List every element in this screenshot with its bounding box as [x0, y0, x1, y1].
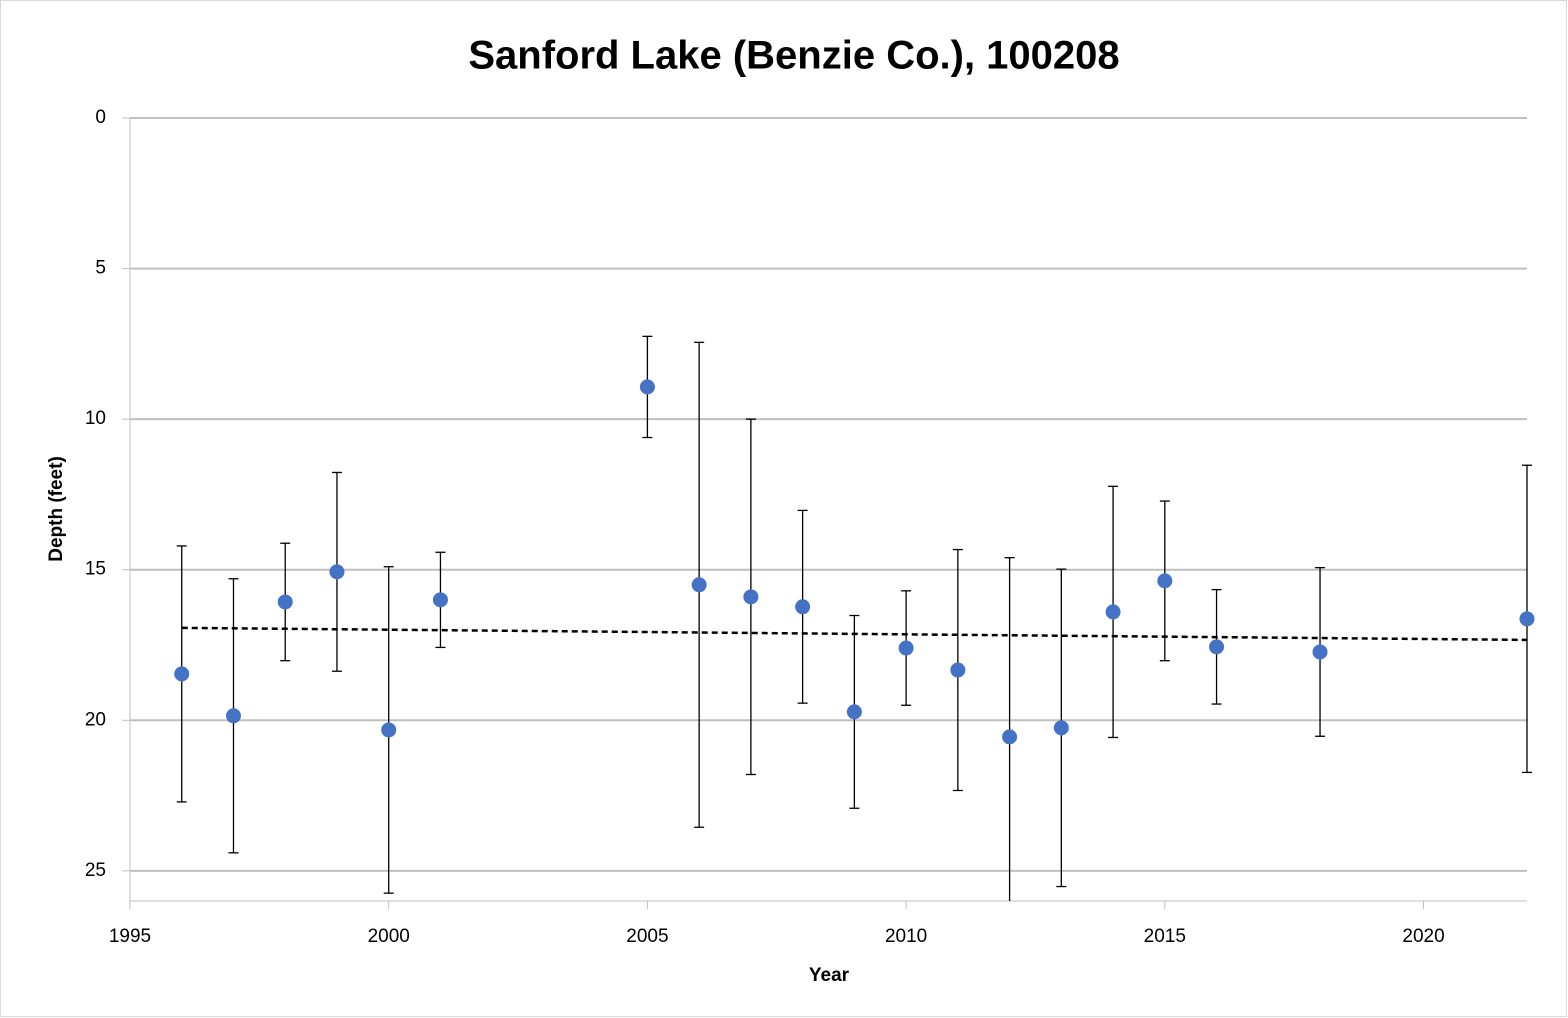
data-point [950, 662, 966, 678]
data-point [898, 640, 914, 656]
y-tick-label: 15 [85, 559, 106, 580]
data-point [795, 599, 811, 615]
data-point [691, 577, 707, 593]
data-point [1312, 644, 1328, 660]
x-axis-label: Year [809, 965, 850, 986]
data-point [225, 708, 241, 724]
data-point [381, 722, 397, 738]
trendline [181, 626, 1528, 642]
data-point [1105, 604, 1121, 620]
x-tick-label: 2000 [368, 926, 410, 947]
data-point [743, 589, 759, 605]
data-point [1157, 573, 1173, 589]
x-tick-label: 2005 [626, 926, 668, 947]
y-axis-label: Depth (feet) [46, 456, 67, 562]
data-point [1209, 639, 1225, 655]
y-tick-label: 5 [95, 258, 106, 279]
data-point [846, 704, 862, 720]
data-point [1053, 720, 1069, 736]
x-tick-label: 2015 [1144, 926, 1186, 947]
y-tick-label: 25 [85, 860, 106, 881]
data-point [639, 379, 655, 395]
data-point [329, 564, 345, 580]
x-tick-label: 2020 [1402, 926, 1444, 947]
data-point [432, 592, 448, 608]
data-point [1519, 611, 1535, 627]
y-tick-label: 10 [85, 408, 106, 429]
y-tick-label: 20 [85, 709, 106, 730]
x-tick-label: 1995 [109, 926, 151, 947]
data-point [1002, 729, 1018, 745]
data-point [277, 594, 293, 610]
y-tick-label: 0 [95, 107, 106, 128]
data-point [174, 666, 190, 682]
chart-title: Sanford Lake (Benzie Co.), 100208 [468, 34, 1119, 78]
x-tick-label: 2010 [885, 926, 927, 947]
